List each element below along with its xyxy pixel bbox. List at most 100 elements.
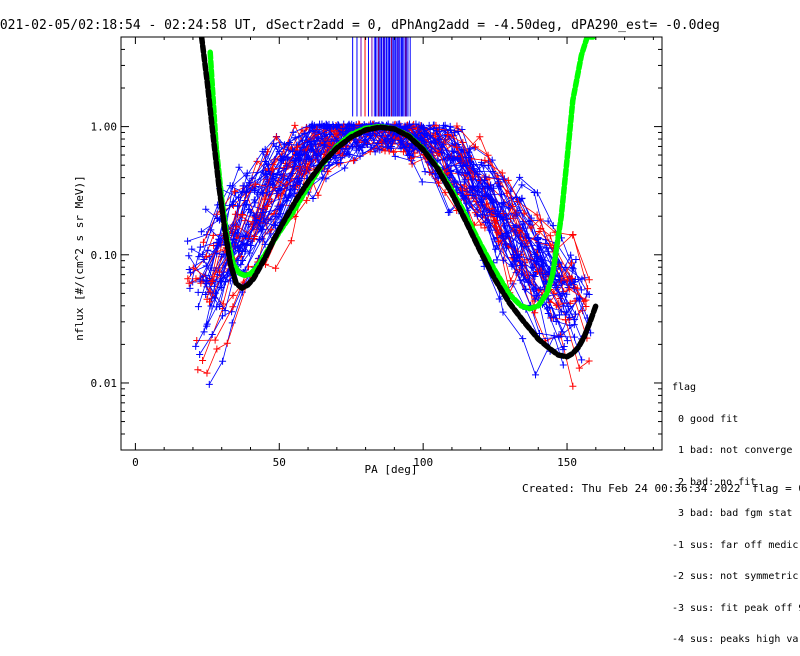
- red-data-point: [536, 215, 544, 223]
- red-data-point: [585, 357, 593, 365]
- blue-data-point: [342, 125, 350, 133]
- blue-data-point: [391, 152, 399, 160]
- legend-item: -1 sus: far off medic: [672, 539, 799, 551]
- red-data-point: [546, 232, 554, 240]
- blue-data-point: [187, 269, 195, 277]
- blue-data-point: [241, 233, 249, 241]
- red-data-point: [453, 122, 461, 130]
- blue-data-point: [521, 275, 529, 283]
- plot-frame: [120, 36, 663, 451]
- blue-data-point: [207, 302, 215, 310]
- blue-data-point: [374, 140, 382, 148]
- blue-data-point: [512, 193, 520, 201]
- blue-data-point: [499, 175, 507, 183]
- blue-data-point: [563, 337, 571, 345]
- y-tick-label: 1.00: [91, 121, 118, 134]
- blue-data-point: [500, 256, 508, 264]
- blue-data-point: [376, 146, 384, 154]
- blue-data-point: [396, 136, 404, 144]
- blue-data-point: [246, 242, 254, 250]
- blue-data-point: [258, 235, 266, 243]
- red-data-point: [213, 345, 221, 353]
- blue-data-point: [451, 177, 459, 185]
- blue-data-point: [550, 332, 558, 340]
- blue-data-point: [196, 350, 204, 358]
- blue-data-point: [480, 207, 488, 215]
- blue-data-point: [567, 251, 575, 259]
- blue-data-point: [250, 187, 258, 195]
- blue-data-point: [186, 284, 194, 292]
- red-data-point: [184, 275, 192, 283]
- legend-item: -3 sus: fit peak off 9: [672, 602, 800, 614]
- blue-data-point: [435, 124, 443, 132]
- blue-data-point: [310, 162, 318, 170]
- red-data-point: [231, 187, 239, 195]
- red-data-point: [291, 121, 299, 129]
- blue-data-point: [290, 190, 298, 198]
- blue-data-point: [453, 183, 461, 191]
- red-data-point: [575, 364, 583, 372]
- blue-data-point: [566, 313, 574, 321]
- blue-data-point: [202, 205, 210, 213]
- red-data-point: [272, 264, 280, 272]
- blue-data-point: [531, 272, 539, 280]
- blue-data-point: [200, 255, 208, 263]
- blue-data-point: [272, 142, 280, 150]
- blue-data-point: [494, 203, 502, 211]
- blue-data-point: [447, 162, 455, 170]
- blue-data-point: [267, 215, 275, 223]
- blue-data-point: [257, 225, 265, 233]
- blue-data-point: [272, 222, 280, 230]
- red-data-point: [568, 274, 576, 282]
- red-data-point: [569, 231, 577, 239]
- blue-data-point: [495, 178, 503, 186]
- red-data-point: [245, 263, 253, 271]
- red-data-point: [251, 180, 259, 188]
- blue-data-point: [219, 312, 227, 320]
- red-data-point: [205, 298, 213, 306]
- blue-data-point: [557, 308, 565, 316]
- red-data-point: [399, 148, 407, 156]
- blue-data-point: [432, 139, 440, 147]
- red-data-point: [562, 316, 569, 324]
- blue-data-point: [512, 223, 520, 231]
- red-data-point: [272, 133, 280, 141]
- blue-data-point: [512, 257, 520, 265]
- blue-data-point: [213, 303, 221, 311]
- blue-data-point: [332, 123, 340, 131]
- blue-data-point: [440, 122, 448, 130]
- blue-data-point: [522, 242, 530, 250]
- blue-data-point: [219, 357, 227, 365]
- blue-data-point: [535, 239, 543, 247]
- blue-data-point: [292, 151, 300, 159]
- blue-data-point: [237, 261, 245, 269]
- blue-data-point: [503, 215, 511, 223]
- legend-item: 2 bad: no fit: [672, 476, 757, 488]
- blue-data-point: [332, 137, 340, 145]
- blue-data-point: [525, 234, 533, 242]
- blue-data-point: [208, 330, 216, 338]
- blue-data-point: [559, 361, 567, 369]
- blue-data-point: [479, 182, 487, 190]
- peak-markers-layer: [352, 37, 411, 117]
- blue-data-point: [259, 147, 267, 155]
- blue-data-point: [446, 156, 454, 164]
- red-data-point: [229, 303, 237, 311]
- blue-data-point: [531, 295, 539, 303]
- red-data-point: [494, 238, 502, 246]
- flag-legend: flag 0 good fit 1 bad: not converge 2 ba…: [672, 362, 800, 656]
- pitch-angle-chart: 0 50 100 150 0.01 0.10 1.00 PA [deg] nflux [#/…: [73, 36, 663, 476]
- blue-data-point: [194, 288, 202, 296]
- red-data-point: [444, 130, 452, 138]
- blue-data-point: [462, 162, 470, 170]
- blue-data-point: [243, 182, 251, 190]
- blue-data-point: [578, 356, 586, 364]
- blue-data-point: [300, 129, 308, 137]
- blue-data-point: [228, 319, 236, 327]
- red-data-point: [520, 209, 528, 217]
- blue-data-point: [480, 161, 488, 169]
- red-data-point: [573, 284, 581, 292]
- red-data-point: [582, 296, 590, 304]
- blue-data-point: [478, 211, 486, 219]
- red-data-point: [498, 169, 506, 177]
